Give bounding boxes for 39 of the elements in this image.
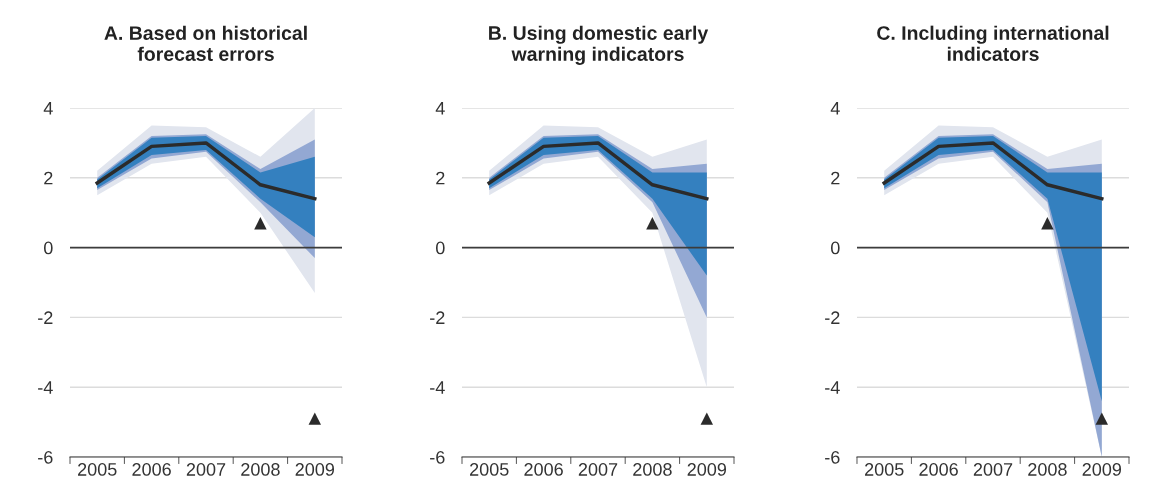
chart-title: A. Based on historical forecast errors [104, 25, 307, 61]
x-tick-label: 2007 [578, 463, 618, 476]
y-tick-label: -2 [825, 311, 840, 324]
y-tick-label: -6 [38, 450, 53, 464]
y-tick-label: 2 [831, 171, 840, 185]
x-tick-label: 2006 [919, 463, 958, 476]
x-tick-label: 2008 [633, 463, 672, 476]
chart-title: C. Including international indicators [877, 25, 1109, 61]
x-tick-label: 2009 [1082, 463, 1122, 476]
y-tick-label: 4 [43, 102, 53, 115]
y-tick-label: 0 [831, 241, 840, 255]
line-series [95, 141, 317, 201]
x-tick-label: 2006 [524, 463, 563, 476]
x-tick-label: 2006 [132, 463, 171, 476]
y-tick-label: 4 [435, 102, 445, 115]
x-tick-label: 2007 [973, 463, 1013, 476]
y-tick-label: -4 [430, 381, 445, 394]
y-tick-label: -4 [825, 381, 840, 394]
y-tick-label: -2 [430, 311, 445, 324]
line-series [882, 141, 1104, 201]
x-tick-label: 2005 [865, 463, 904, 476]
y-tick-label: 2 [436, 171, 445, 185]
x-tick-label: 2005 [470, 463, 509, 476]
chart-title: B. Using domestic early warning indicators [489, 25, 709, 65]
x-tick-label: 2008 [1028, 463, 1067, 476]
y-tick-label: -4 [38, 381, 53, 394]
y-tick-label: -6 [825, 450, 840, 464]
y-tick-label: -2 [38, 311, 53, 324]
y-tick-label: -6 [430, 450, 445, 464]
x-tick-label: 2009 [687, 463, 727, 476]
y-tick-label: 2 [44, 171, 53, 185]
line-series [487, 141, 709, 201]
x-tick-label: 2008 [241, 463, 280, 476]
y-tick-label: 0 [436, 241, 445, 255]
x-tick-label: 2007 [186, 463, 226, 476]
y-tick-label: 0 [44, 241, 53, 255]
x-tick-label: 2005 [78, 463, 117, 476]
y-tick-label: 4 [830, 102, 840, 115]
x-tick-label: 2009 [295, 463, 335, 476]
